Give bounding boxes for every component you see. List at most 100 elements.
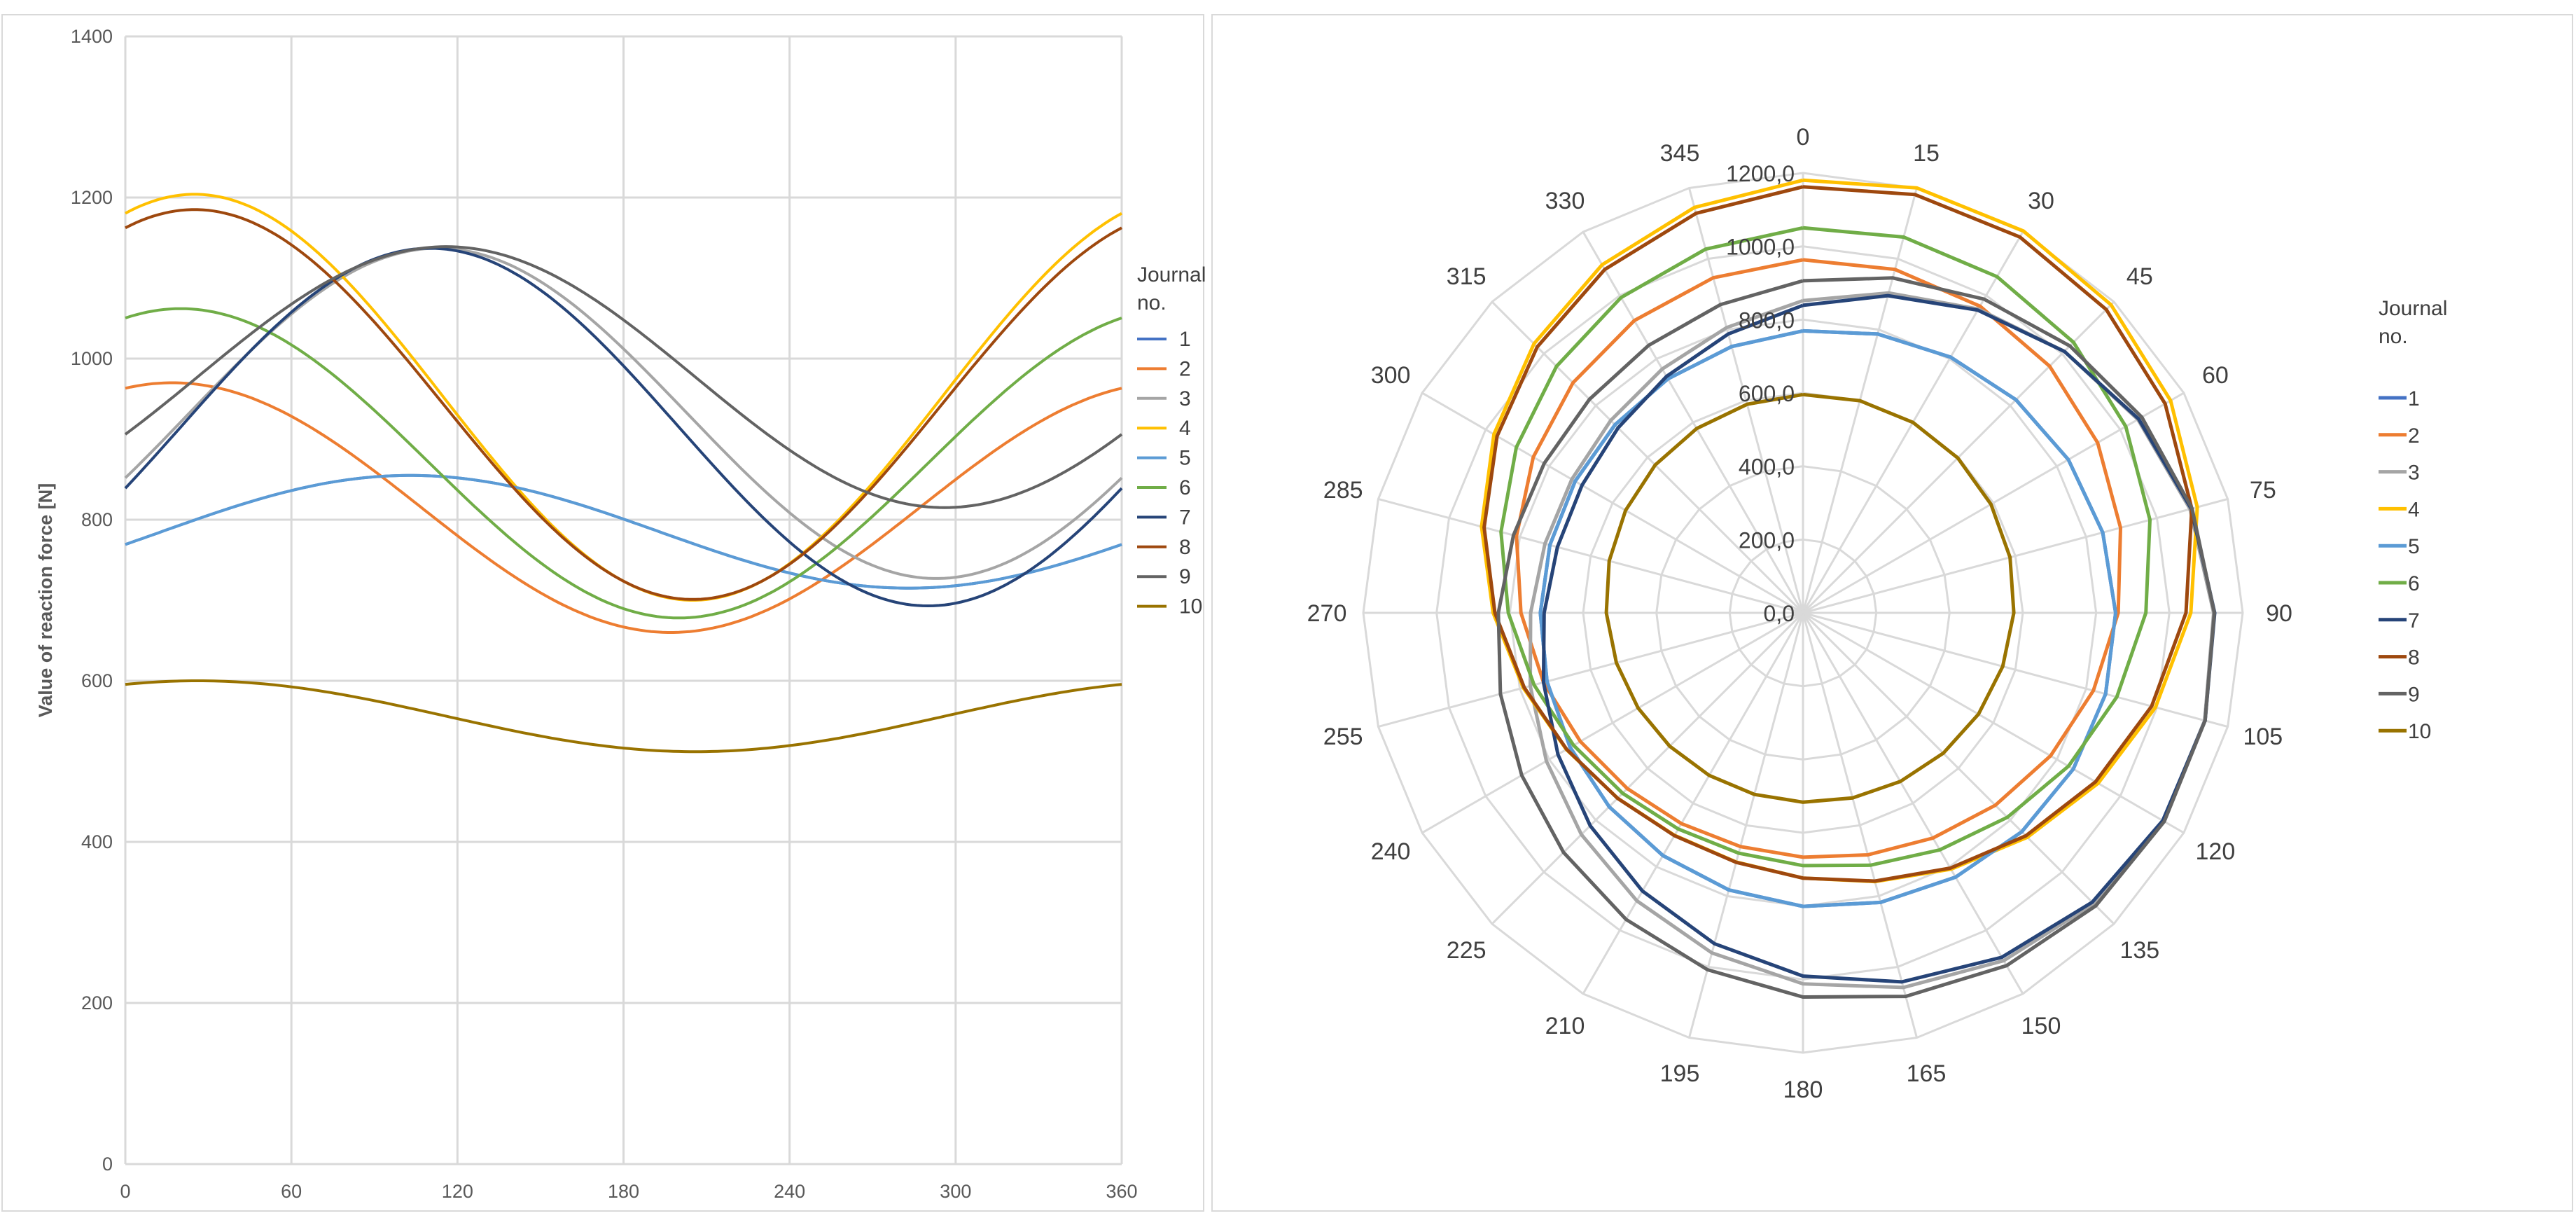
legend-label-10: 10: [2408, 720, 2431, 743]
radar-series-6: [1499, 226, 2152, 868]
radial-tick-label: 1000,0: [1726, 235, 1795, 260]
radial-tick-label: 200,0: [1739, 527, 1795, 553]
x-tick-label: 0: [120, 1181, 130, 1202]
radial-tick-label: 400,0: [1739, 455, 1795, 480]
radar-spoke: [1582, 231, 1804, 614]
radar-spoke: [1802, 611, 2115, 925]
radar-spoke: [1688, 188, 1804, 614]
series-line-10: [125, 679, 1122, 754]
legend-label-4: 4: [1179, 417, 1191, 440]
y-tick-label: 200: [81, 992, 113, 1013]
x-tick-label: 240: [774, 1181, 805, 1202]
radar-series-10: [1604, 392, 2016, 804]
x-tick-label: 120: [442, 1181, 473, 1202]
legend-title: Journal: [2379, 297, 2447, 320]
radar-spoke: [1688, 612, 1804, 1038]
legend-label-1: 1: [2408, 387, 2420, 410]
angle-label: 180: [1783, 1077, 1823, 1103]
legend-label-5: 5: [1179, 447, 1191, 470]
legend-title: Journal: [1137, 263, 1206, 286]
y-tick-label: 1200: [71, 187, 113, 208]
angle-label: 300: [1371, 362, 1411, 389]
legend-title: no.: [1137, 291, 1167, 314]
legend-label-2: 2: [1179, 357, 1191, 380]
radar-spoke: [1421, 611, 1804, 834]
legend-label-5: 5: [2408, 535, 2420, 558]
line-chart: 0 200 400 600 800 1000 1200 1400 0 60 120 180 240 300…: [35, 26, 1206, 1202]
legend-label-3: 3: [2408, 462, 2420, 485]
y-tick-label: 600: [81, 670, 113, 691]
radar-series-2: [1515, 258, 2123, 859]
series-line-5: [125, 473, 1122, 590]
x-tick-label: 360: [1106, 1181, 1137, 1202]
angle-label: 210: [1545, 1013, 1585, 1039]
angle-label: 345: [1660, 140, 1700, 167]
angle-label: 285: [1323, 477, 1363, 504]
angle-label: 225: [1447, 937, 1487, 964]
angle-label: 330: [1545, 188, 1585, 214]
radar-spoke: [1378, 611, 1804, 728]
angle-label: 195: [1660, 1060, 1700, 1087]
angle-label: 255: [1323, 724, 1363, 750]
radar-spoke: [1491, 611, 1804, 925]
legend-label-1: 1: [1179, 328, 1191, 351]
legend-label-7: 7: [2408, 609, 2420, 632]
angle-label: 60: [2202, 362, 2229, 389]
series-line-9: [124, 245, 1123, 509]
legend-label-2: 2: [2408, 424, 2420, 448]
y-tick-label: 0: [102, 1154, 113, 1175]
radar-series-8: [1482, 185, 2194, 883]
x-tick-label: 180: [608, 1181, 639, 1202]
legend-label-6: 6: [1179, 476, 1191, 499]
radar-series-9: [1496, 276, 2217, 999]
radar-series-7: [1541, 293, 2217, 984]
angle-label: 150: [2021, 1013, 2061, 1039]
series-line-2: [125, 381, 1122, 634]
x-tick-label: 60: [281, 1181, 302, 1202]
angle-label: 0: [1797, 124, 1810, 151]
y-axis-title: Value of reaction force [N]: [35, 483, 56, 718]
series-line-7: [124, 247, 1123, 608]
legend-label-7: 7: [1179, 506, 1191, 529]
legend-label-10: 10: [1179, 595, 1202, 618]
angle-label: 105: [2243, 724, 2283, 750]
angle-label: 90: [2266, 600, 2292, 627]
angle-label: 165: [1907, 1060, 1947, 1087]
radar-chart-panel: 0 15 30 45 60 75 90 105 120 135 150 165 180 195 210 225…: [1211, 14, 2573, 1212]
legend-label-8: 8: [2408, 646, 2420, 670]
radar-spoke: [1802, 392, 2185, 614]
legend-label-9: 9: [1179, 565, 1191, 588]
radar-spoke: [1802, 612, 2024, 995]
radial-tick-label: 1200,0: [1726, 161, 1795, 186]
radial-tick-label: 600,0: [1739, 381, 1795, 406]
radar-spoke: [1802, 498, 2228, 614]
radar-spoke: [1582, 612, 1804, 995]
y-tick-label: 1400: [71, 26, 113, 47]
angle-label: 15: [1913, 140, 1940, 167]
angle-label: 240: [1371, 838, 1411, 865]
y-tick-label: 1000: [71, 348, 113, 369]
line-chart-panel: 0 200 400 600 800 1000 1200 1400 0 60 120 180 240 300…: [1, 14, 1206, 1212]
angle-label: 315: [1447, 263, 1487, 290]
angle-label: 135: [2119, 937, 2159, 964]
series-line-8: [125, 208, 1122, 601]
legend-title: no.: [2379, 325, 2408, 348]
legend-label-6: 6: [2408, 572, 2420, 595]
legend-label-8: 8: [1179, 536, 1191, 559]
series-line-3: [124, 247, 1123, 580]
x-tick-label: 300: [940, 1181, 971, 1202]
radar-spoke: [1421, 392, 1804, 614]
radial-tick-label: 0,0: [1764, 601, 1795, 626]
radar-spoke: [1491, 300, 1804, 614]
angle-label: 45: [2126, 263, 2153, 290]
radar-spoke: [1378, 498, 1804, 614]
radar-chart: 0153045607590105120135150165180195210225…: [1307, 124, 2448, 1103]
radar-series-5: [1538, 328, 2118, 908]
y-tick-label: 400: [81, 831, 113, 852]
radial-tick-label: 800,0: [1739, 307, 1795, 333]
angle-label: 270: [1307, 600, 1347, 627]
angle-label: 30: [2028, 188, 2054, 214]
legend-label-9: 9: [2408, 683, 2420, 706]
angle-label: 120: [2196, 838, 2236, 865]
radar-spoke: [1802, 612, 1918, 1038]
